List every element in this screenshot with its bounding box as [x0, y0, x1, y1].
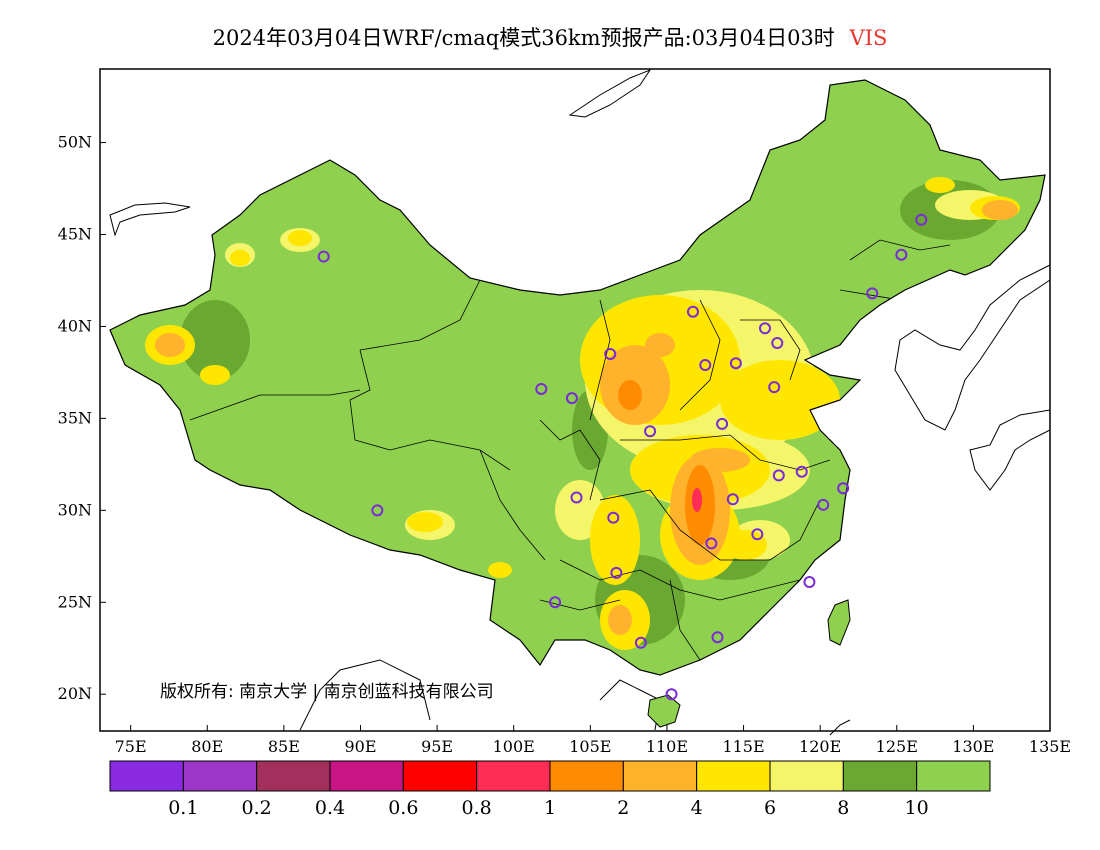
station-marker — [610, 566, 623, 579]
legend-label: 10 — [905, 797, 929, 819]
y-tick-label: 30N — [58, 500, 92, 519]
x-tick-label: 105E — [569, 737, 611, 756]
legend-swatch — [402, 760, 478, 792]
title-variable: VIS — [849, 26, 888, 50]
x-tick-label: 85E — [268, 737, 300, 756]
station-marker — [726, 493, 739, 506]
station-marker — [729, 357, 742, 370]
station-marker — [716, 417, 729, 430]
station-marker — [570, 491, 583, 504]
x-tick-label: 115E — [722, 737, 764, 756]
legend-swatch — [329, 760, 404, 792]
copyright-text: 版权所有: 南京大学 | 南京创蓝科技有限公司 — [160, 682, 494, 702]
station-marker — [705, 537, 718, 550]
legend-swatch — [696, 760, 771, 792]
title-main: 2024年03月04日WRF/cmaq模式36km预报产品:03月04日03时 — [212, 26, 835, 50]
legend-swatch — [182, 760, 258, 792]
station-marker — [604, 348, 617, 361]
station-marker — [803, 576, 816, 589]
legend-swatch — [256, 760, 331, 792]
x-tick-label: 135E — [1029, 737, 1071, 756]
station-marker — [371, 504, 384, 517]
legend-label: 8 — [837, 797, 849, 819]
station-marker — [549, 596, 562, 609]
x-tick-label: 90E — [344, 737, 376, 756]
station-marker — [565, 392, 578, 405]
y-tick-label: 25N — [58, 592, 92, 611]
legend-swatch — [916, 760, 991, 792]
station-marker — [795, 465, 808, 478]
station-marker — [771, 336, 784, 349]
x-tick-label: 110E — [646, 737, 688, 756]
legend-swatch — [109, 760, 184, 792]
station-markers — [317, 213, 928, 701]
station-marker — [751, 528, 764, 541]
station-marker — [686, 305, 699, 318]
station-marker — [866, 287, 879, 300]
x-tick-label: 120E — [799, 737, 841, 756]
station-marker — [634, 636, 647, 649]
legend-swatch — [842, 760, 918, 792]
station-marker — [644, 425, 657, 438]
legend-label: 6 — [764, 797, 776, 819]
y-tick-label: 40N — [58, 316, 92, 335]
province-borders — [189, 239, 951, 661]
vis-band-lt1 — [692, 488, 702, 512]
x-tick-label: 95E — [421, 737, 453, 756]
x-tick-label: 80E — [191, 737, 223, 756]
legend-label: 0.1 — [168, 797, 198, 819]
station-marker — [772, 469, 785, 482]
station-marker — [607, 511, 620, 524]
map-title: 2024年03月04日WRF/cmaq模式36km预报产品:03月04日03时 … — [0, 22, 1100, 52]
hainan-island — [647, 694, 681, 728]
station-marker — [699, 359, 712, 372]
x-tick-label: 100E — [493, 737, 535, 756]
taiwan-island — [827, 599, 851, 646]
y-tick-label: 35N — [58, 408, 92, 427]
legend-label: 0.2 — [242, 797, 272, 819]
station-marker — [317, 250, 330, 263]
color-legend: 0.1 0.2 0.4 0.6 0.8 1 2 4 6 8 10 — [109, 760, 991, 819]
legend-label: 0.6 — [388, 797, 418, 819]
station-marker — [768, 381, 781, 394]
x-tick-label: 75E — [115, 737, 147, 756]
y-tick-label: 45N — [58, 225, 92, 244]
legend-label: 1 — [544, 797, 556, 819]
station-marker — [535, 382, 548, 395]
legend-label: 4 — [691, 797, 703, 819]
station-marker — [817, 498, 830, 511]
station-marker — [711, 631, 724, 644]
x-tick-label: 130E — [952, 737, 994, 756]
legend-label: 0.4 — [315, 797, 345, 819]
x-tick-label: 125E — [876, 737, 918, 756]
map-frame — [99, 68, 1051, 732]
legend-label: 0.8 — [462, 797, 492, 819]
y-tick-label: 20N — [58, 684, 92, 703]
station-marker — [665, 688, 678, 701]
axis-ticks: 75E 80E 85E 90E 95E 100E 105E 110E 115E 120E 125E 1… — [58, 133, 1071, 756]
station-marker — [837, 482, 850, 495]
legend-swatch — [549, 760, 624, 792]
legend-swatch — [476, 760, 551, 792]
station-marker — [895, 248, 908, 261]
legend-label: 2 — [617, 797, 629, 819]
legend-swatch — [769, 760, 844, 792]
station-marker — [759, 322, 771, 335]
y-tick-label: 50N — [58, 133, 92, 152]
station-marker — [915, 213, 928, 226]
legend-swatch — [622, 760, 698, 792]
visibility-field — [110, 80, 1045, 675]
